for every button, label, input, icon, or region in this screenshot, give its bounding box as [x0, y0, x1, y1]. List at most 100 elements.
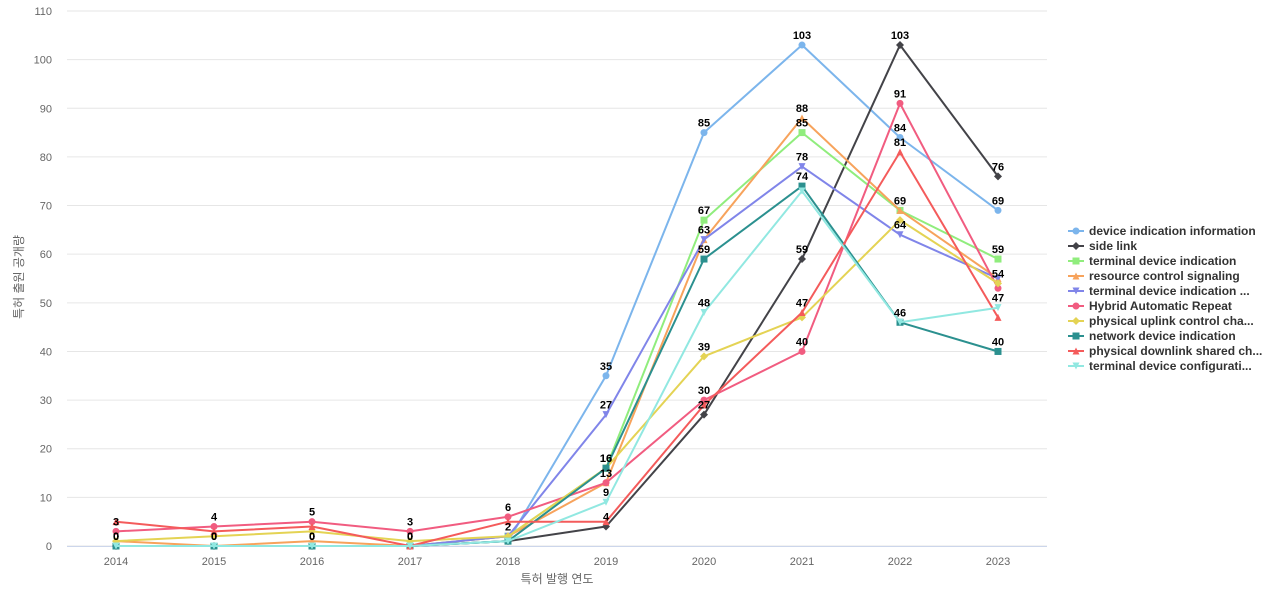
- legend-item[interactable]: terminal device indication: [1068, 254, 1236, 268]
- legend-item[interactable]: terminal device indication ...: [1068, 284, 1250, 298]
- data-point[interactable]: [504, 513, 512, 521]
- data-point[interactable]: [504, 537, 512, 545]
- legend-item[interactable]: network device indication: [1068, 329, 1236, 343]
- data-point[interactable]: [994, 304, 1002, 312]
- data-point[interactable]: [994, 284, 1002, 292]
- data-point[interactable]: [112, 527, 120, 535]
- data-point[interactable]: [896, 231, 904, 239]
- data-point[interactable]: [700, 396, 708, 404]
- data-label: 4: [603, 512, 610, 524]
- data-point[interactable]: [798, 347, 806, 355]
- series-line[interactable]: [115, 190, 999, 547]
- legend-item[interactable]: physical uplink control cha...: [1068, 314, 1254, 328]
- data-point[interactable]: [798, 309, 806, 317]
- data-point[interactable]: [602, 372, 610, 380]
- legend-label: network device indication: [1089, 329, 1236, 343]
- data-point[interactable]: [700, 216, 708, 224]
- data-label: 54: [992, 268, 1005, 280]
- data-label: 78: [796, 152, 808, 164]
- series-4: [112, 114, 1002, 550]
- data-point[interactable]: [994, 255, 1002, 263]
- data-point[interactable]: [602, 411, 610, 419]
- series-line[interactable]: [115, 165, 999, 547]
- data-point[interactable]: [994, 347, 1002, 355]
- legend-marker: [1072, 242, 1080, 250]
- data-point[interactable]: [210, 523, 218, 531]
- data-point[interactable]: [994, 313, 1002, 321]
- data-label: 4: [211, 512, 218, 524]
- legend-label: physical downlink shared ch...: [1089, 344, 1262, 358]
- data-label: 2: [505, 521, 511, 533]
- data-point[interactable]: [798, 163, 806, 171]
- data-point[interactable]: [896, 318, 904, 326]
- data-point[interactable]: [994, 275, 1002, 282]
- legend-item[interactable]: terminal device configurati...: [1068, 359, 1252, 373]
- data-point[interactable]: [308, 523, 316, 531]
- data-point[interactable]: [406, 527, 414, 535]
- series-line[interactable]: [115, 185, 999, 547]
- data-point[interactable]: [406, 542, 414, 550]
- data-label: 59: [796, 244, 808, 256]
- data-label: 0: [113, 531, 119, 543]
- data-label: 0: [309, 531, 315, 543]
- data-point[interactable]: [112, 518, 120, 526]
- data-point[interactable]: [700, 410, 708, 419]
- data-point[interactable]: [602, 464, 610, 472]
- data-point[interactable]: [700, 255, 708, 263]
- legend-item[interactable]: resource control signaling: [1068, 269, 1240, 283]
- data-point[interactable]: [896, 148, 904, 156]
- legend-item[interactable]: Hybrid Automatic Repeat: [1068, 299, 1232, 313]
- series-line[interactable]: [115, 117, 999, 547]
- legend-item[interactable]: side link: [1068, 239, 1137, 253]
- data-point[interactable]: [798, 182, 806, 190]
- data-point[interactable]: [896, 99, 904, 107]
- data-label: 103: [891, 30, 909, 42]
- data-label: 69: [894, 195, 906, 207]
- data-point[interactable]: [994, 172, 1002, 181]
- data-point[interactable]: [504, 518, 512, 526]
- data-point[interactable]: [994, 279, 1002, 288]
- data-point[interactable]: [308, 518, 316, 526]
- data-point[interactable]: [896, 41, 904, 50]
- series-line[interactable]: [115, 44, 999, 547]
- data-point[interactable]: [798, 129, 806, 137]
- series-line[interactable]: [115, 131, 999, 547]
- y-tick-label: 80: [40, 152, 52, 164]
- legend-marker: [1072, 362, 1080, 370]
- data-point[interactable]: [798, 114, 806, 122]
- series-line[interactable]: [115, 102, 999, 533]
- legend-item[interactable]: physical downlink shared ch...: [1068, 344, 1262, 358]
- data-point[interactable]: [700, 236, 708, 244]
- data-label: 6: [505, 502, 511, 514]
- data-label: 9: [603, 487, 609, 499]
- x-tick-label: 2019: [594, 556, 618, 568]
- data-point[interactable]: [700, 129, 708, 137]
- data-point[interactable]: [896, 206, 904, 214]
- data-point[interactable]: [700, 401, 708, 409]
- series-line[interactable]: [115, 219, 999, 543]
- x-tick-label: 2016: [300, 556, 324, 568]
- data-point[interactable]: [994, 206, 1002, 214]
- data-point[interactable]: [602, 479, 610, 487]
- data-point[interactable]: [798, 41, 806, 49]
- data-point[interactable]: [700, 352, 708, 361]
- y-tick-label: 60: [40, 249, 52, 261]
- data-point[interactable]: [798, 187, 806, 195]
- data-label: 30: [698, 385, 710, 397]
- data-point[interactable]: [112, 542, 120, 550]
- legend-item[interactable]: device indication information: [1068, 224, 1256, 238]
- legend-marker: [1072, 272, 1080, 280]
- data-point[interactable]: [602, 518, 610, 526]
- data-point[interactable]: [798, 255, 806, 264]
- data-point[interactable]: [896, 216, 904, 225]
- data-point[interactable]: [308, 542, 316, 550]
- data-point[interactable]: [210, 542, 218, 550]
- data-label: 84: [894, 122, 907, 134]
- data-label: 0: [407, 531, 413, 543]
- data-point[interactable]: [700, 309, 708, 317]
- data-point[interactable]: [602, 498, 610, 506]
- data-point[interactable]: [896, 133, 904, 141]
- data-point[interactable]: [210, 527, 218, 535]
